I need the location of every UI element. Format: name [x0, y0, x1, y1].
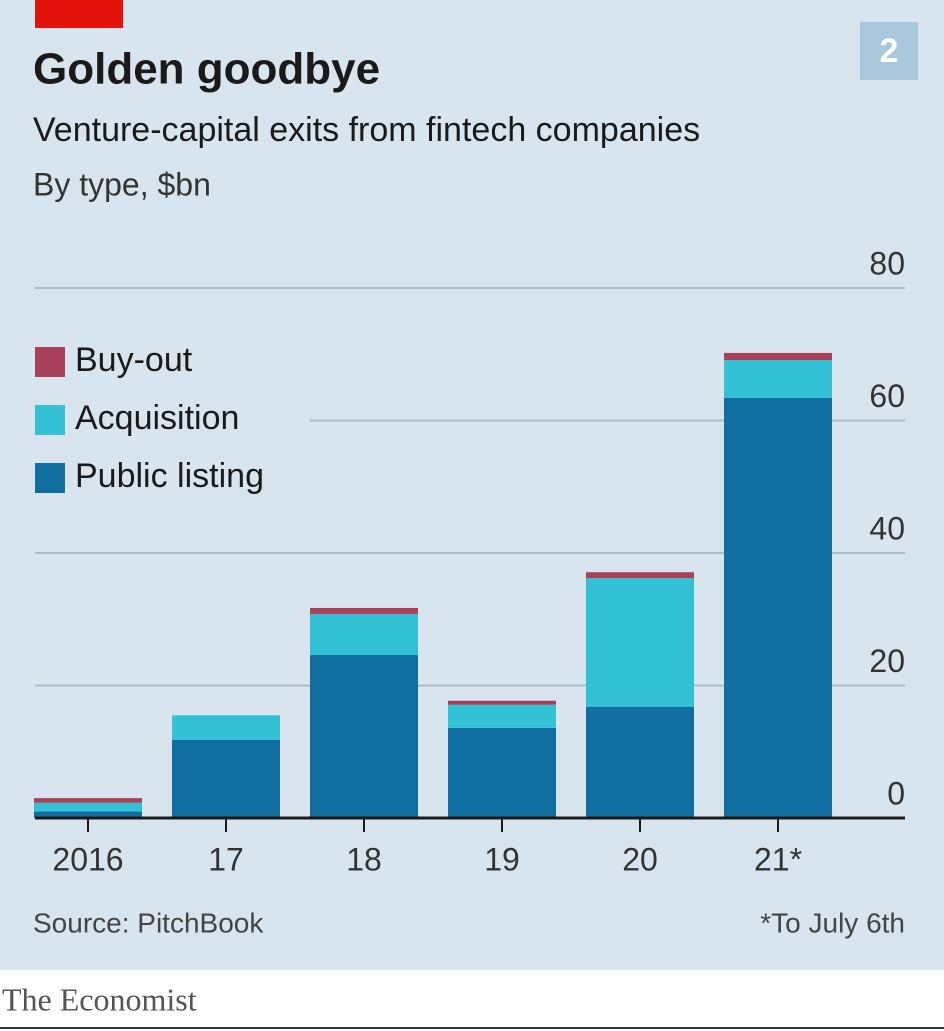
bar-segment [586, 706, 694, 818]
x-tick-label: 20 [622, 841, 658, 877]
legend-swatch [35, 347, 65, 377]
bar-segment [172, 739, 280, 818]
bar-segment [448, 704, 556, 728]
bar-segment [310, 655, 418, 818]
legend-swatch [35, 405, 65, 435]
bar-segment [586, 572, 694, 579]
brand: The Economist [2, 981, 197, 1017]
x-tick-label: 21* [754, 841, 802, 877]
x-tick-label: 17 [208, 841, 244, 877]
bar-segment [724, 360, 832, 398]
chart-subtitle: Venture-capital exits from fintech compa… [33, 111, 700, 149]
bar-segment [34, 798, 142, 803]
bar-segment [310, 607, 418, 614]
x-tick-label: 18 [346, 841, 382, 877]
bar-segment [586, 578, 694, 707]
y-tick-label: 80 [869, 245, 905, 281]
bar-segment [724, 352, 832, 361]
bar-segment [724, 397, 832, 818]
y-tick-label: 40 [869, 510, 905, 546]
footnote: *To July 6th [760, 907, 905, 938]
bar-segment [34, 802, 142, 812]
legend-label: Acquisition [75, 399, 239, 437]
y-tick-label: 20 [869, 643, 905, 679]
x-tick-label: 19 [484, 841, 520, 877]
y-tick-label: 0 [887, 775, 905, 811]
legend-label: Buy-out [75, 341, 193, 379]
bar-segment [310, 613, 418, 656]
chart-title: Golden goodbye [33, 45, 380, 94]
source: Source: PitchBook [33, 907, 264, 938]
bar-segment [448, 727, 556, 818]
bar-segment [34, 811, 142, 818]
y-tick-label: 60 [869, 378, 905, 414]
bar-segment [172, 715, 280, 740]
unit-note: By type, $bn [33, 166, 211, 202]
badge-box [860, 22, 918, 80]
x-tick-label: 2016 [52, 841, 123, 877]
badge: 2 [880, 32, 899, 70]
legend-label: Public listing [75, 457, 264, 495]
red-tag [35, 0, 123, 28]
legend-swatch [35, 463, 65, 493]
bar-segment [448, 700, 556, 705]
